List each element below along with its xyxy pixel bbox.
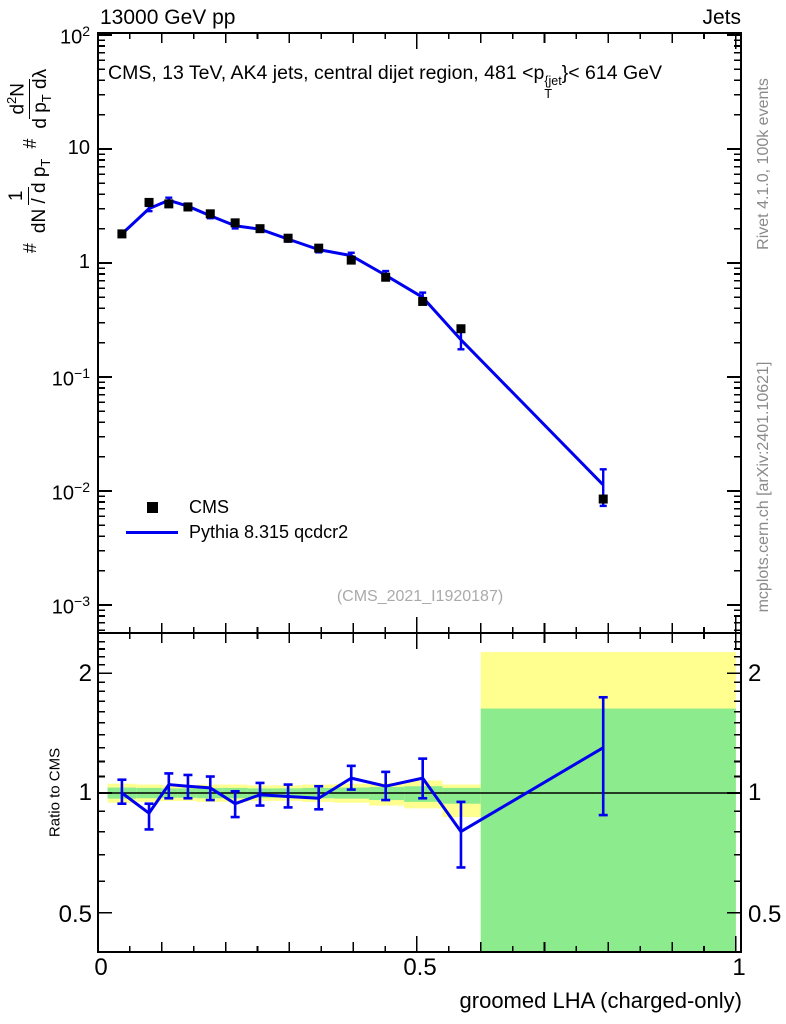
x-tick-label-2: 1 [732,954,746,981]
ratio-y-tick-label-left-0: 2 [78,660,92,687]
mcplots-arxiv-note: mcplots.cern.ch [arXiv:2401.10621] [755,361,772,613]
legend-item-cms: CMS [126,495,348,520]
rivet-version-note: Rivet 4.1.0, 100k events [755,78,772,250]
main-y-tick-label-3: 10−1 [51,365,90,391]
header-beam-energy: 13000 GeV pp [100,6,236,29]
x-tick-label-1: 0.5 [403,954,437,981]
ylabel-frac-1: 1 dN / d pT [6,157,54,236]
plot-title: CMS, 13 TeV, AK4 jets, central dijet reg… [108,62,748,100]
main-y-axis-title: # 1 dN / d pT # d2N d pT dλ [4,30,56,290]
legend-label-pythia: Pythia 8.315 qcdcr2 [189,522,349,542]
ylabel-frac2-num: d2N [4,78,31,119]
main-y-tick-label-2: 1 [78,251,90,273]
x-axis-title: groomed LHA (charged-only) [459,988,742,1013]
pt-jet-supsub: {jet T [544,75,561,100]
main-y-tick-label-4: 10−2 [51,479,90,505]
legend-label-cms: CMS [189,497,229,517]
pt-jet-sub: T [544,86,552,101]
ratio-y-tick-label-left-1: 1 [78,779,92,806]
ylabel-frac1-den: dN / d pT [29,158,53,234]
ratio-y-tick-label-left-2: 0.5 [58,901,92,928]
x-tick-label-0: 0 [94,954,108,981]
plot-title-prefix: CMS, 13 TeV, AK4 jets, central dijet reg… [108,62,545,84]
ratio-y-tick-label-right-0: 2 [748,660,762,687]
ylabel-frac1-num: 1 [6,186,30,206]
header-process: Jets [702,6,741,29]
ylabel-frac-2: d2N d pT dλ [4,67,55,131]
analysis-id-watermark: (CMS_2021_I1920187) [336,588,504,605]
main-y-tick-label-0: 102 [59,23,90,49]
main-y-tick-label-5: 10−3 [51,593,90,619]
main-y-tick-label-1: 10 [67,137,90,159]
ylabel-frac2-den: d pT dλ [30,68,55,129]
legend-item-pythia: Pythia 8.315 qcdcr2 [126,520,348,545]
ratio-y-tick-label-right-1: 1 [748,779,762,806]
plot-title-suffix: }< 614 GeV [561,62,662,84]
pythia-line-marker-icon [126,531,178,534]
pt-jet-sup: {jet [544,74,562,88]
ratio-y-tick-label-right-2: 0.5 [748,901,782,928]
cms-square-marker-icon [126,502,178,513]
legend: CMS Pythia 8.315 qcdcr2 [126,495,348,545]
